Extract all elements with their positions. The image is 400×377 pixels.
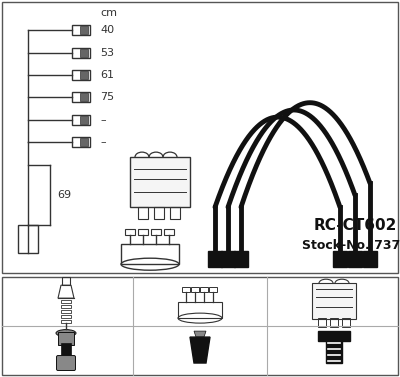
Bar [72,137,90,147]
Bar [80,116,88,124]
Bar [130,157,190,207]
Ellipse shape [56,329,76,337]
Bar [72,48,90,58]
Bar [326,339,342,363]
Bar [61,343,71,359]
Bar [61,320,71,323]
Bar [318,318,326,327]
Bar [348,251,362,267]
Bar [138,229,148,235]
Text: –: – [100,137,106,147]
Bar [363,251,377,267]
Bar [178,302,222,318]
Bar [221,251,235,267]
Bar [312,283,356,319]
Bar [61,315,71,318]
Bar [72,25,90,35]
Bar [333,251,347,267]
Bar [61,310,71,313]
Bar [330,318,338,327]
Text: RC-CT602: RC-CT602 [313,218,397,233]
Text: 69: 69 [57,190,71,200]
Bar [154,207,164,219]
FancyBboxPatch shape [56,356,76,371]
Text: Stock-No. 7372: Stock-No. 7372 [302,239,400,252]
Bar [80,26,88,34]
Bar [209,287,217,292]
Bar [342,318,350,327]
Bar [72,115,90,125]
Bar [61,300,71,303]
Bar [234,251,248,267]
Text: 53: 53 [100,48,114,58]
Bar [72,92,90,102]
Text: 40: 40 [100,25,114,35]
Bar [138,207,148,219]
Bar [191,287,199,292]
Bar [151,229,161,235]
Bar [164,229,174,235]
Text: cm: cm [100,8,117,18]
Polygon shape [194,331,206,337]
Bar [182,287,190,292]
Bar [18,225,38,253]
Bar [125,229,135,235]
Bar [62,277,70,285]
Bar [80,93,88,101]
Bar [170,207,180,219]
Bar [72,70,90,80]
Text: 61: 61 [100,70,114,80]
Bar [80,71,88,79]
Text: 75: 75 [100,92,114,102]
Bar [200,287,208,292]
Bar [121,244,179,264]
Bar [80,138,88,146]
Bar [58,332,74,345]
Bar [208,251,222,267]
Bar [61,305,71,308]
Bar [318,331,350,341]
Bar [80,49,88,57]
Polygon shape [190,337,210,363]
Text: –: – [100,115,106,125]
